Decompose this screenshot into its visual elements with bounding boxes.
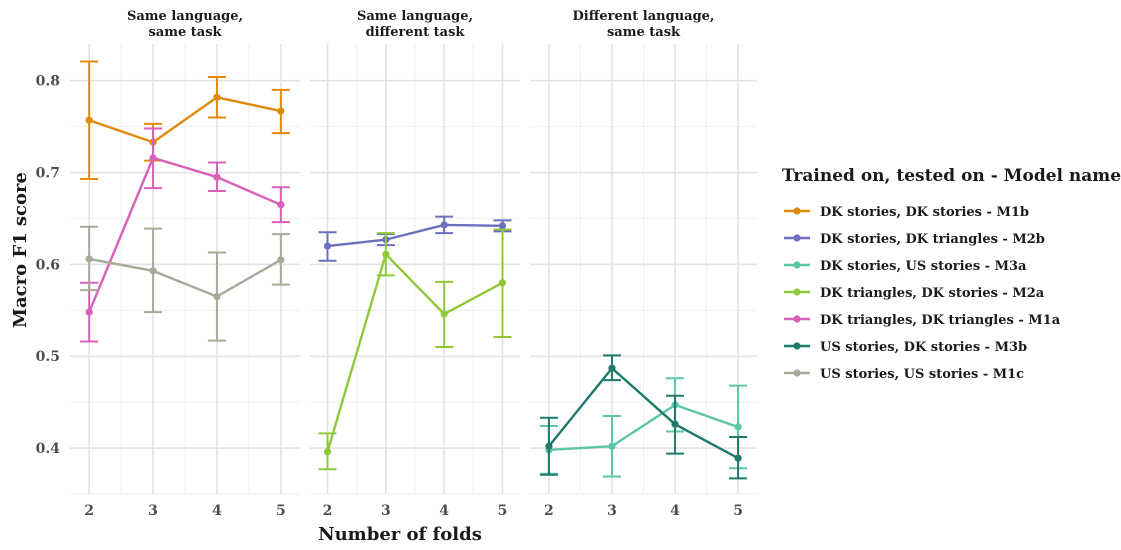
- series: [318, 228, 512, 471]
- facet-title: same task: [148, 25, 222, 40]
- legend-label: US stories, US stories - M1c: [820, 367, 1024, 382]
- series-line: [88, 95, 282, 144]
- data-point: [440, 310, 448, 318]
- data-point: [149, 154, 157, 162]
- legend-entries: DK stories, DK stories - M1b DK stories, …: [784, 205, 1061, 382]
- data-point: [608, 442, 616, 450]
- facet-panel: 2 3 4 5 Same language,same task: [70, 9, 300, 519]
- data-point: [213, 93, 221, 101]
- series-line: [548, 403, 739, 452]
- x-tick-label: 2: [323, 503, 333, 519]
- series: [80, 225, 290, 342]
- x-tick-label: 2: [84, 503, 94, 519]
- legend-key-point: [793, 234, 801, 242]
- y-tick-label: 0.8: [36, 74, 60, 90]
- data-point: [85, 116, 93, 124]
- x-tick-label: 4: [439, 503, 449, 519]
- x-tick-label: 3: [607, 503, 617, 519]
- data-point: [545, 442, 553, 450]
- legend: Trained on, tested on - Model name DK st…: [782, 166, 1121, 382]
- legend-label: DK stories, US stories - M3a: [820, 259, 1027, 274]
- data-point: [213, 173, 221, 181]
- legend-label: DK stories, DK stories - M1b: [820, 205, 1029, 220]
- facet-title: Same language,: [127, 9, 243, 24]
- legend-title: Trained on, tested on - Model name: [782, 166, 1121, 186]
- legend-label: DK triangles, DK stories - M2a: [820, 286, 1045, 301]
- data-point: [323, 448, 332, 456]
- series-line: [327, 223, 503, 248]
- y-tick-labels: 0.4 0.5 0.6 0.7 0.8: [36, 74, 61, 457]
- legend-label: DK triangles, DK triangles - M1a: [820, 313, 1061, 328]
- series: [539, 354, 748, 480]
- legend-label: US stories, DK stories - M3b: [820, 340, 1027, 355]
- x-tick-label: 3: [148, 503, 158, 519]
- data-point: [277, 107, 285, 115]
- y-tick-label: 0.6: [36, 257, 60, 273]
- legend-key-point: [793, 315, 801, 323]
- legend-entry: DK triangles, DK stories - M2a: [784, 286, 1045, 301]
- facet-title: different task: [366, 25, 466, 40]
- series-line: [88, 257, 282, 298]
- data-point: [149, 267, 157, 275]
- legend-key-point: [793, 207, 801, 215]
- facet-title: same task: [607, 25, 681, 40]
- y-tick-label: 0.5: [36, 349, 60, 365]
- data-point: [671, 420, 679, 428]
- data-point: [85, 255, 93, 263]
- data-point: [608, 364, 616, 372]
- series-line: [326, 252, 504, 453]
- x-tick-label: 5: [733, 503, 743, 519]
- x-tick-label: 4: [670, 503, 680, 519]
- data-point: [734, 423, 742, 431]
- facet-title: Different language,: [573, 9, 715, 24]
- y-tick-label: 0.7: [36, 166, 60, 182]
- data-point: [734, 454, 742, 462]
- data-point: [440, 221, 448, 229]
- series-line: [88, 156, 282, 313]
- legend-key-point: [793, 261, 801, 269]
- data-point: [382, 250, 390, 258]
- data-point: [85, 308, 93, 316]
- data-point: [213, 292, 221, 301]
- legend-entry: US stories, DK stories - M3b: [784, 340, 1027, 355]
- series-line: [547, 366, 739, 460]
- x-tick-label: 2: [544, 503, 554, 519]
- facet-title: Same language,: [357, 9, 473, 24]
- x-axis-title: Number of folds: [318, 524, 482, 545]
- series: [80, 127, 290, 343]
- data-point: [277, 256, 285, 264]
- y-axis-title: Macro F1 score: [10, 172, 31, 328]
- legend-entry: DK stories, DK triangles - M2b: [784, 232, 1045, 247]
- data-point: [498, 222, 507, 230]
- legend-key-point: [793, 342, 801, 350]
- legend-key-point: [793, 288, 801, 296]
- legend-entry: DK stories, US stories - M3a: [784, 259, 1027, 274]
- legend-entry: DK triangles, DK triangles - M1a: [784, 313, 1061, 328]
- legend-key-point: [793, 369, 801, 377]
- x-tick-label: 5: [276, 503, 286, 519]
- data-point: [277, 201, 285, 209]
- x-tick-label: 3: [381, 503, 391, 519]
- facet-panel: 2 3 4 5 Same language,different task: [310, 9, 520, 519]
- legend-entry: DK stories, DK stories - M1b: [784, 205, 1029, 220]
- data-point: [323, 242, 332, 250]
- data-point: [498, 279, 507, 287]
- facet-panel: 2 3 4 5 Different language,same task: [530, 9, 757, 519]
- x-tick-label: 5: [498, 503, 508, 519]
- y-tick-label: 0.4: [36, 441, 61, 457]
- legend-entry: US stories, US stories - M1c: [784, 367, 1024, 382]
- x-tick-label: 4: [212, 503, 222, 519]
- legend-label: DK stories, DK triangles - M2b: [820, 232, 1045, 247]
